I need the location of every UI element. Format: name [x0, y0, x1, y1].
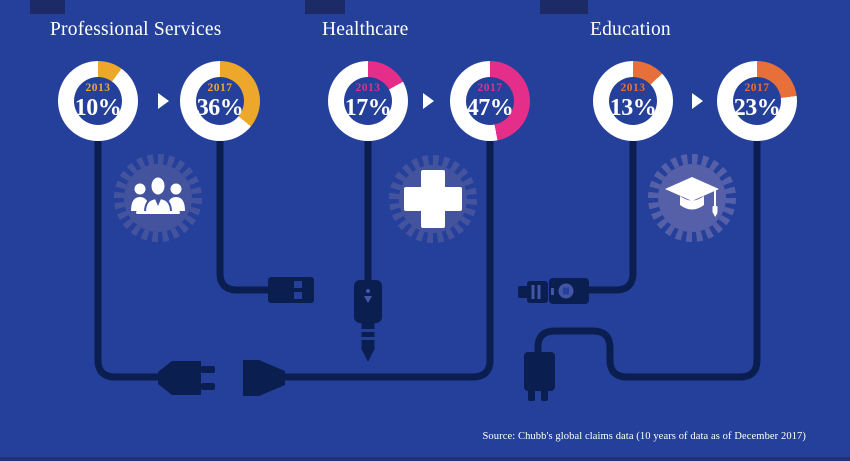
donut-chart-professional-services-2013: 2013 10%	[58, 61, 138, 141]
donut-hole	[466, 77, 514, 125]
power-plug-male-icon	[158, 361, 215, 395]
donut-percent-label: 36%	[196, 94, 244, 121]
top-tab	[540, 0, 588, 14]
donut-percent-label: 47%	[466, 94, 514, 121]
donut-year-label: 2013	[620, 82, 646, 95]
two-prong-plug-icon	[524, 352, 555, 401]
donut-chart-education-2013: 2013 13%	[593, 61, 673, 141]
section-title-healthcare: Healthcare	[322, 19, 409, 40]
donut-hole	[74, 77, 122, 125]
donut-hole	[196, 77, 244, 125]
usb-port-icon	[549, 278, 589, 304]
graduation-cap-icon	[665, 177, 719, 217]
donut-chart-healthcare-2013: 2013 17%	[328, 61, 408, 141]
audio-jack-icon	[354, 280, 382, 362]
top-tab	[305, 0, 345, 14]
donut-percent-label: 10%	[74, 94, 122, 121]
donut-percent-label: 13%	[609, 94, 657, 121]
donut-hole	[344, 77, 392, 125]
donut-year-label: 2017	[477, 82, 503, 95]
donut-percent-label: 23%	[733, 94, 781, 121]
donut-labels: 2017 36%	[180, 61, 260, 141]
donut-labels: 2013 13%	[593, 61, 673, 141]
cable	[534, 135, 761, 381]
section-title-education: Education	[590, 19, 671, 40]
micro-usb-plug-icon	[518, 281, 548, 303]
arrow-right-icon	[692, 93, 703, 109]
source-note: Source: Chubb's global claims data (10 y…	[482, 431, 806, 442]
medical-cross-gear-icon	[389, 155, 477, 243]
donut-labels: 2013 17%	[328, 61, 408, 141]
arrow-right-icon	[158, 93, 169, 109]
cable	[284, 135, 494, 381]
donut-chart-healthcare-2017: 2017 47%	[450, 61, 530, 141]
team-gear-icon	[114, 154, 202, 242]
arrow-right-icon	[423, 93, 434, 109]
cable	[94, 135, 158, 381]
power-plug-female-icon	[243, 360, 285, 396]
donut-year-label: 2017	[207, 82, 233, 95]
cable	[216, 135, 270, 294]
donut-hole	[609, 77, 657, 125]
usb-a-plug-icon	[268, 277, 314, 303]
donut-year-label: 2013	[355, 82, 381, 95]
donut-chart-professional-services-2017: 2017 36%	[180, 61, 260, 141]
medical-cross-icon	[404, 170, 462, 228]
donut-chart-education-2017: 2017 23%	[717, 61, 797, 141]
donut-year-label: 2013	[85, 82, 111, 95]
donut-percent-label: 17%	[344, 94, 392, 121]
team-icon	[131, 175, 185, 214]
donut-labels: 2013 10%	[58, 61, 138, 141]
top-tab	[30, 0, 65, 14]
donut-hole	[733, 77, 781, 125]
donut-labels: 2017 47%	[450, 61, 530, 141]
graduation-cap-gear-icon	[648, 154, 736, 242]
cable	[589, 135, 637, 294]
bottom-edge-shade	[0, 457, 850, 461]
donut-labels: 2017 23%	[717, 61, 797, 141]
section-title-professional-services: Professional Services	[50, 19, 222, 40]
donut-year-label: 2017	[744, 82, 770, 95]
